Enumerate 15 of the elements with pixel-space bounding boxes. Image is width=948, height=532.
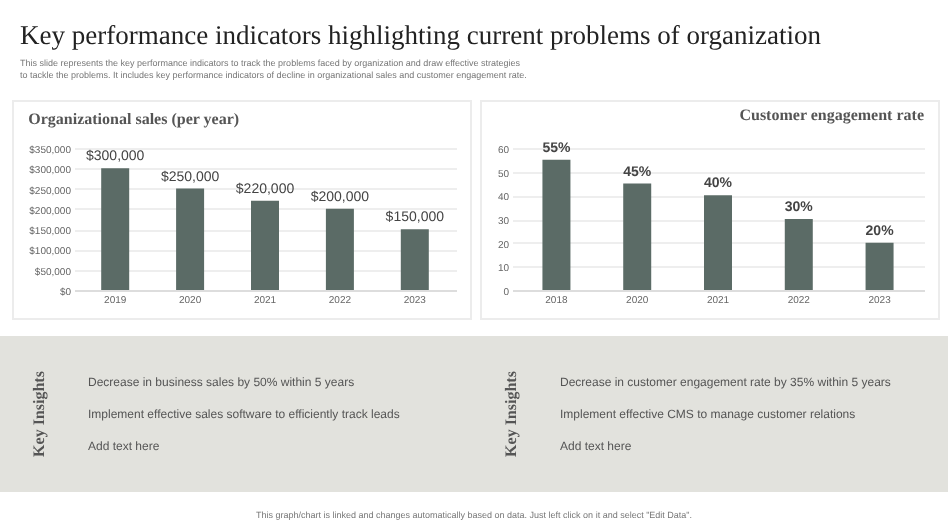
chart-title: Organizational sales (per year) <box>28 110 240 128</box>
bar <box>542 159 571 290</box>
bar <box>704 195 732 290</box>
bar <box>784 219 813 290</box>
bar <box>400 229 429 290</box>
text: Key Insights <box>502 371 520 457</box>
bar <box>101 168 130 290</box>
bar <box>176 188 205 290</box>
text: Key performance indicators highlighting current problems of organization <box>20 20 822 50</box>
bar <box>623 183 652 290</box>
bar <box>251 200 279 290</box>
bar <box>865 242 894 290</box>
chart-title: Customer engagement rate <box>739 105 925 124</box>
text: Key Insights <box>30 371 48 457</box>
bar <box>325 208 354 290</box>
